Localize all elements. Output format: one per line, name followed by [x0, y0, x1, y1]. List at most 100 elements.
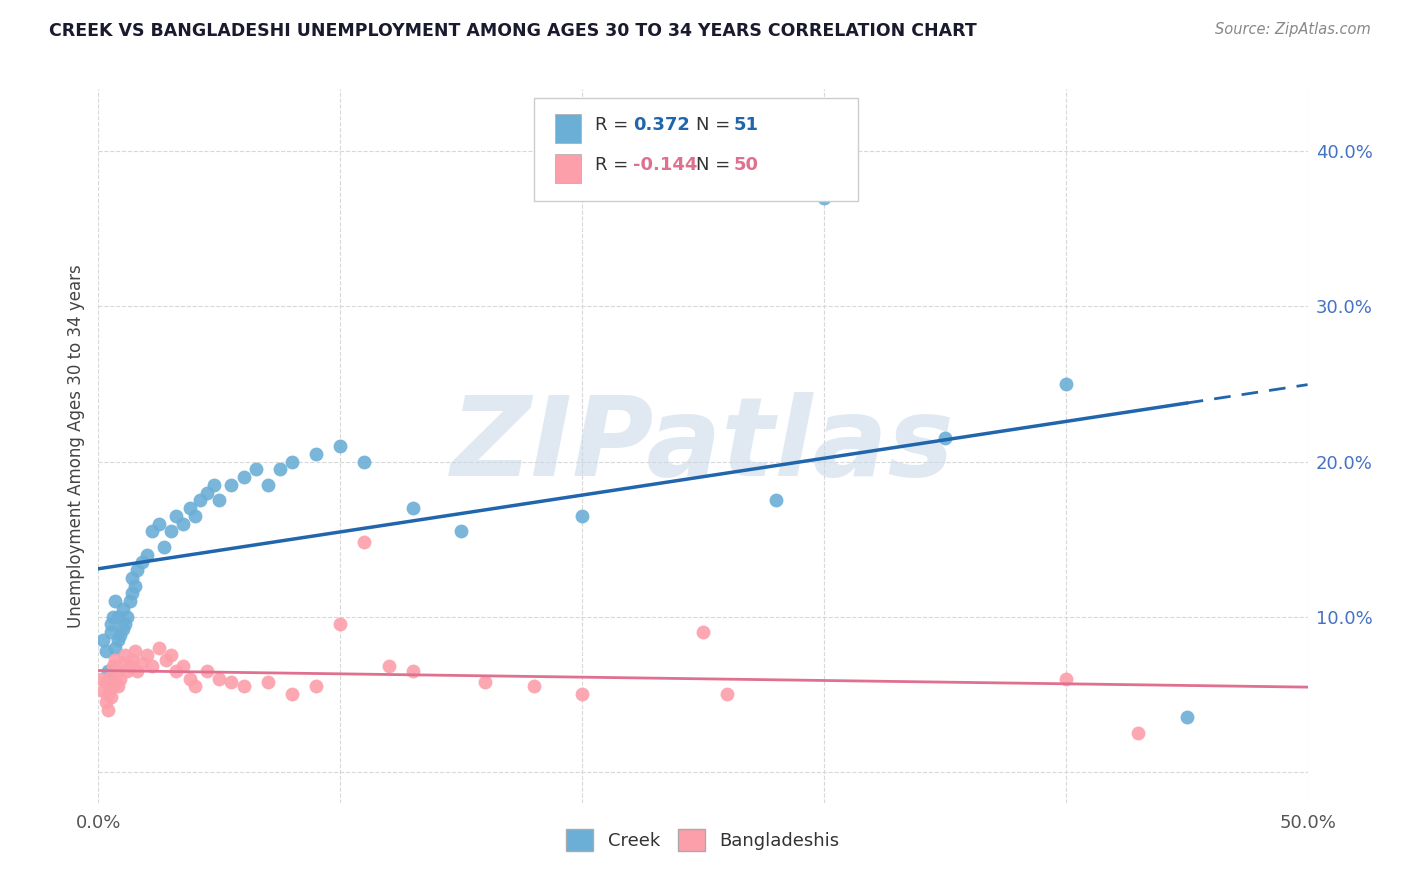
- Point: [111, 656, 134, 670]
- Point: [281, 454, 304, 468]
- Point: [121, 653, 143, 667]
- Point: [188, 493, 211, 508]
- Text: ZIPatlas: ZIPatlas: [451, 392, 955, 500]
- Point: [245, 462, 267, 476]
- Point: [108, 628, 131, 642]
- Point: [121, 571, 143, 585]
- Point: [114, 648, 136, 663]
- Point: [107, 609, 129, 624]
- Point: [135, 548, 157, 562]
- Text: -0.144: -0.144: [633, 156, 697, 174]
- Point: [195, 485, 218, 500]
- Point: [124, 644, 146, 658]
- Point: [107, 664, 129, 678]
- Point: [100, 617, 122, 632]
- Point: [450, 524, 472, 539]
- Point: [111, 622, 134, 636]
- Point: [256, 674, 278, 689]
- Point: [94, 695, 117, 709]
- Point: [402, 664, 425, 678]
- Point: [571, 687, 593, 701]
- Point: [221, 477, 243, 491]
- Point: [377, 659, 399, 673]
- Point: [160, 524, 183, 539]
- Point: [256, 477, 278, 491]
- Text: N =: N =: [696, 116, 735, 134]
- Point: [100, 668, 122, 682]
- Point: [100, 690, 122, 705]
- Point: [111, 602, 134, 616]
- Point: [353, 454, 375, 468]
- Point: [135, 648, 157, 663]
- Point: [107, 680, 129, 694]
- Text: 51: 51: [734, 116, 759, 134]
- Point: [353, 535, 375, 549]
- Point: [269, 462, 291, 476]
- Point: [172, 516, 194, 531]
- Point: [195, 664, 218, 678]
- Point: [127, 664, 149, 678]
- Point: [90, 672, 112, 686]
- Y-axis label: Unemployment Among Ages 30 to 34 years: Unemployment Among Ages 30 to 34 years: [66, 264, 84, 628]
- Point: [131, 656, 153, 670]
- Legend: Creek, Bangladeshis: Creek, Bangladeshis: [560, 822, 846, 858]
- Point: [104, 640, 127, 655]
- Point: [204, 477, 226, 491]
- Point: [232, 680, 254, 694]
- Point: [101, 659, 124, 673]
- Point: [107, 632, 129, 647]
- Point: [124, 579, 146, 593]
- Point: [1175, 710, 1198, 724]
- Point: [329, 617, 352, 632]
- Point: [305, 680, 328, 694]
- Point: [114, 617, 136, 632]
- Point: [208, 672, 231, 686]
- Point: [523, 680, 546, 694]
- Point: [131, 555, 153, 569]
- Text: 0.372: 0.372: [633, 116, 689, 134]
- Point: [934, 431, 956, 445]
- Point: [474, 674, 496, 689]
- Point: [184, 680, 207, 694]
- Point: [91, 632, 114, 647]
- Point: [148, 640, 170, 655]
- Point: [104, 653, 127, 667]
- Point: [281, 687, 304, 701]
- Point: [765, 493, 787, 508]
- Text: CREEK VS BANGLADESHI UNEMPLOYMENT AMONG AGES 30 TO 34 YEARS CORRELATION CHART: CREEK VS BANGLADESHI UNEMPLOYMENT AMONG …: [49, 22, 977, 40]
- Point: [1054, 672, 1077, 686]
- Text: R =: R =: [595, 156, 634, 174]
- Point: [184, 508, 207, 523]
- Point: [118, 659, 141, 673]
- Point: [1054, 376, 1077, 391]
- Point: [402, 501, 425, 516]
- Point: [813, 191, 835, 205]
- Point: [117, 664, 139, 678]
- Point: [104, 674, 127, 689]
- Point: [716, 687, 738, 701]
- Point: [232, 470, 254, 484]
- Point: [208, 493, 231, 508]
- Point: [179, 672, 201, 686]
- Point: [94, 644, 117, 658]
- Point: [155, 653, 177, 667]
- Point: [1128, 726, 1150, 740]
- Point: [141, 659, 163, 673]
- Point: [97, 664, 120, 678]
- Point: [101, 609, 124, 624]
- Point: [305, 447, 328, 461]
- Text: Source: ZipAtlas.com: Source: ZipAtlas.com: [1215, 22, 1371, 37]
- Point: [148, 516, 170, 531]
- Point: [571, 508, 593, 523]
- Point: [692, 625, 714, 640]
- Point: [104, 594, 127, 608]
- Point: [94, 674, 117, 689]
- Point: [118, 594, 141, 608]
- Point: [160, 648, 183, 663]
- Point: [172, 659, 194, 673]
- Text: N =: N =: [696, 156, 735, 174]
- Point: [100, 625, 122, 640]
- Point: [165, 664, 187, 678]
- Point: [127, 563, 149, 577]
- Point: [141, 524, 163, 539]
